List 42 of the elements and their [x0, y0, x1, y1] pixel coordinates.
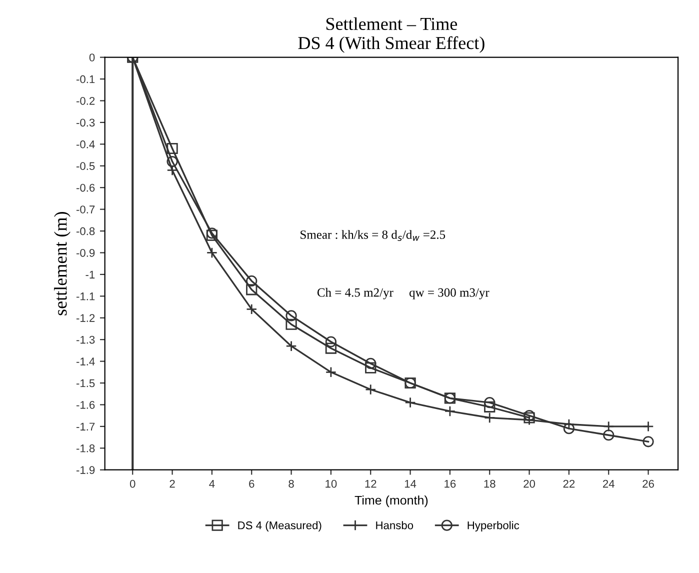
y-tick-label: -1.8 [76, 444, 95, 452]
y-tick-label: -0.3 [76, 118, 95, 127]
x-tick-label: 12 [365, 480, 376, 488]
x-tick-label: 6 [249, 480, 254, 488]
x-tick-label: 16 [444, 480, 456, 488]
y-tick-label: -0.4 [76, 140, 95, 148]
y-tick-label: -1.1 [76, 292, 95, 300]
x-tick-label: 4 [209, 480, 215, 488]
y-tick-label: -0.5 [76, 162, 95, 170]
x-tick-label: 8 [288, 480, 294, 488]
y-tick-label: -1.9 [76, 466, 95, 474]
legend-label: DS 4 (Measured) [238, 521, 322, 532]
x-axis-title: Time (month) [354, 495, 428, 508]
y-tick-label: -0.2 [76, 96, 95, 105]
x-tick-label: 26 [642, 480, 654, 488]
x-tick-label: 20 [524, 480, 536, 488]
y-tick-label: -0.6 [76, 184, 95, 192]
annotation: Smear : kh/ks = 8 d$_{s}$/d$_{w}$ =2.5 [300, 230, 446, 241]
x-tick-label: 22 [563, 480, 575, 488]
y-tick-label: 0 [89, 54, 95, 62]
y-tick-label: -0.9 [76, 248, 95, 257]
legend-label: Hansbo [376, 521, 414, 530]
y-tick-label: -1.7 [76, 422, 95, 430]
y-tick-label: -0.1 [76, 75, 95, 84]
chart-title: Settlement – Time DS 4 (With Smear Effect) [298, 17, 484, 53]
x-tick-label: 2 [170, 480, 175, 488]
x-tick-label: 0 [130, 480, 136, 488]
y-tick-label: -1.5 [76, 379, 95, 388]
annotation: Ch = 4.5 m2/yr qw = 300 m3/yr [317, 288, 490, 300]
x-tick-label: 14 [404, 480, 416, 488]
y-tick-label: -1.4 [76, 358, 95, 366]
y-tick-label: -1 [86, 270, 95, 278]
x-tick-label: 24 [602, 480, 614, 488]
y-tick-label: -1.2 [76, 314, 95, 322]
y-tick-label: -1.3 [76, 336, 95, 344]
y-axis-title: settlement (m) [54, 212, 70, 316]
y-tick-label: -0.8 [76, 227, 95, 236]
x-tick-label: 10 [326, 480, 337, 488]
y-tick-label: -1.6 [76, 400, 95, 409]
legend-label: Hyperbolic [468, 521, 520, 532]
x-tick-label: 18 [484, 480, 496, 488]
y-tick-label: -0.7 [76, 206, 95, 214]
